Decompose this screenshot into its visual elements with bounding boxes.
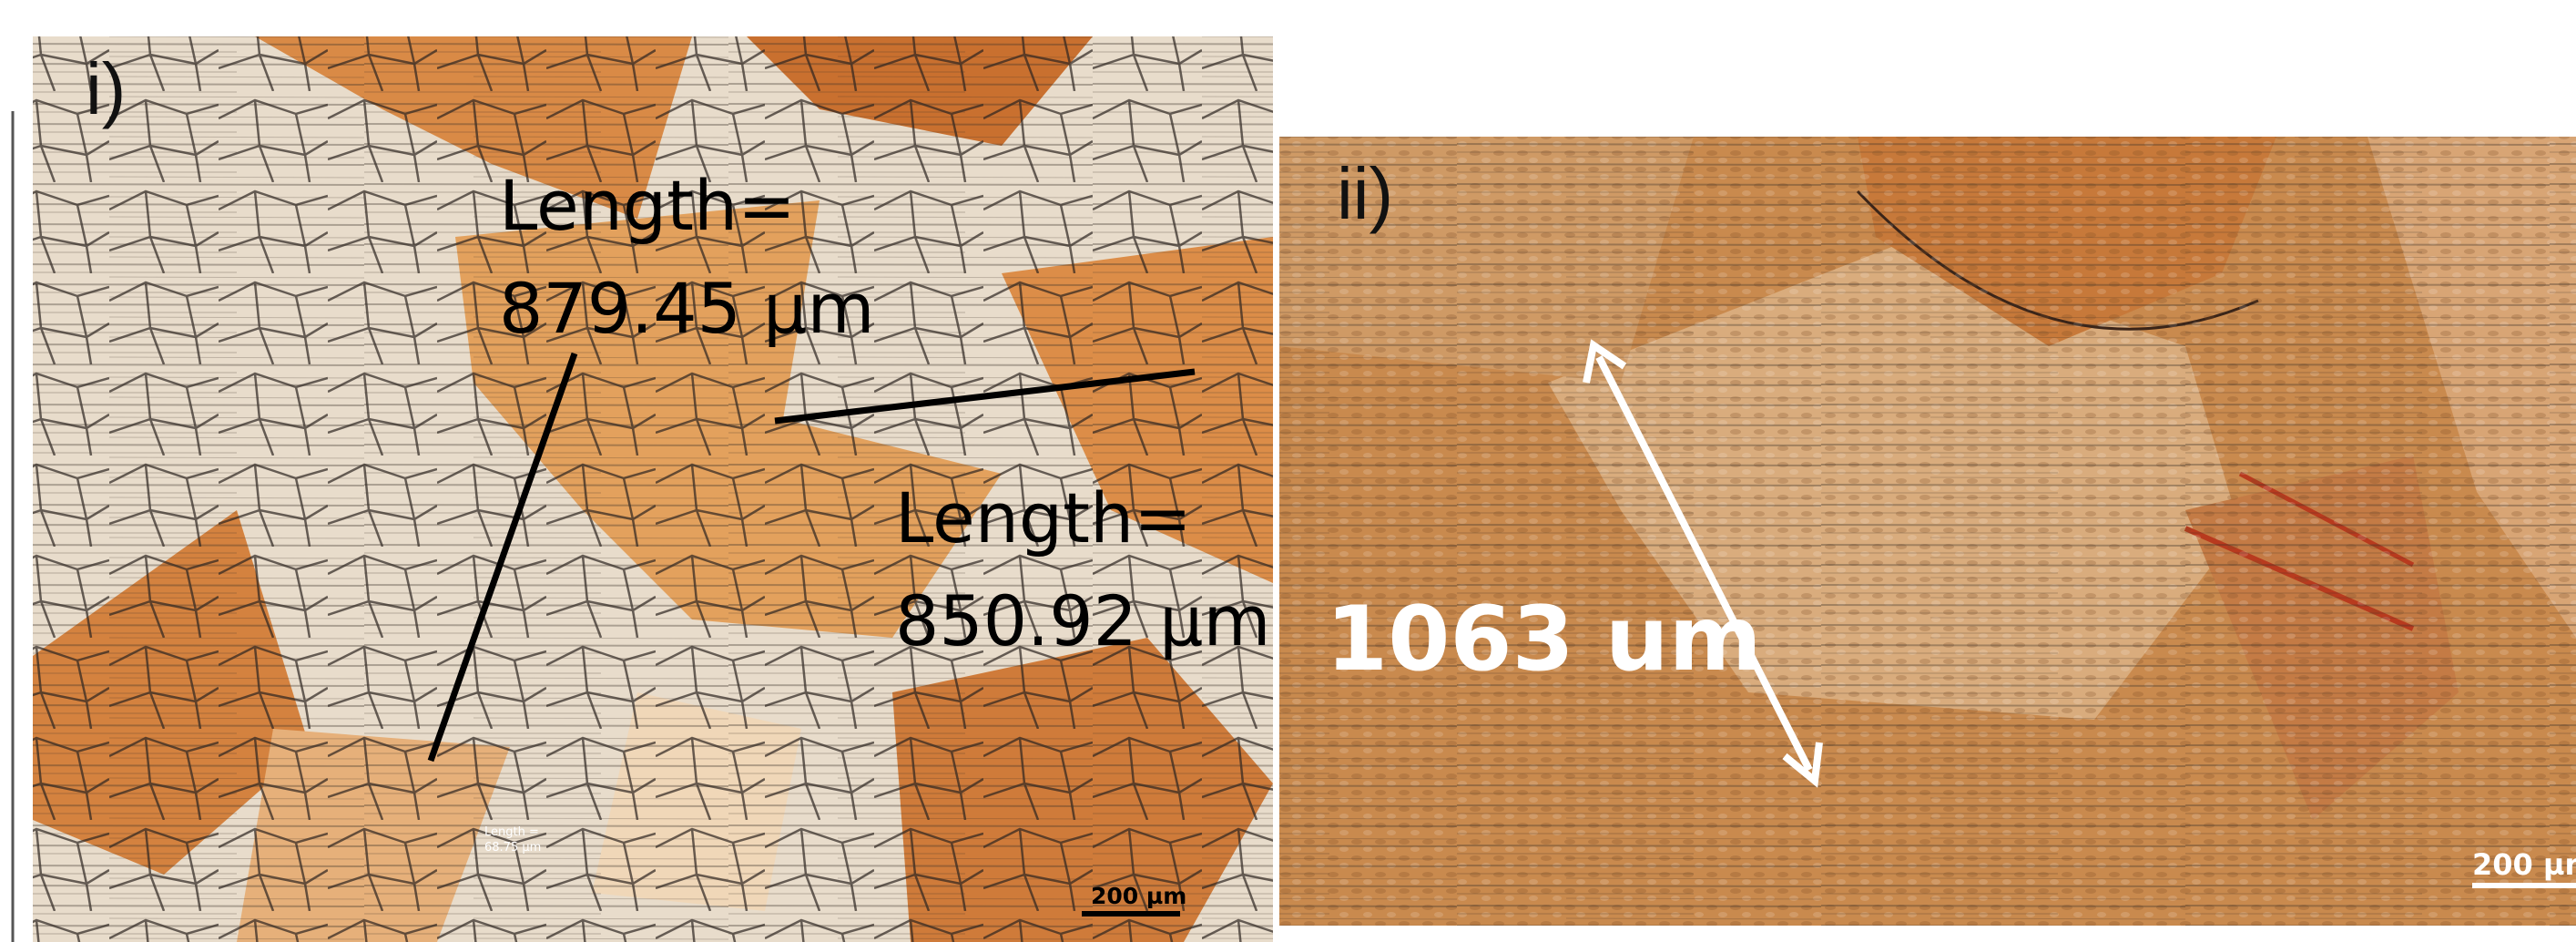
measure-value: 68.75 µm [484, 841, 541, 855]
measure-value: 1063 um [1326, 588, 1762, 691]
micrograph-ii [1279, 137, 2576, 926]
figure: i) Length= 879.45 µm Length= 850.92 µm L… [0, 0, 2576, 942]
measure-label: Length= [895, 477, 1192, 558]
scale-bar-label: 200 µm [2472, 847, 2576, 882]
panel-label: ii) [1337, 153, 1393, 234]
panel-label: i) [86, 48, 126, 129]
measure-label: Length = [484, 825, 539, 839]
measure-label: Length= [499, 165, 796, 246]
measure-value: 879.45 µm [499, 268, 874, 349]
scale-bar-label: 200 µm [1091, 883, 1186, 909]
measure-value: 850.92 µm [895, 580, 1270, 661]
